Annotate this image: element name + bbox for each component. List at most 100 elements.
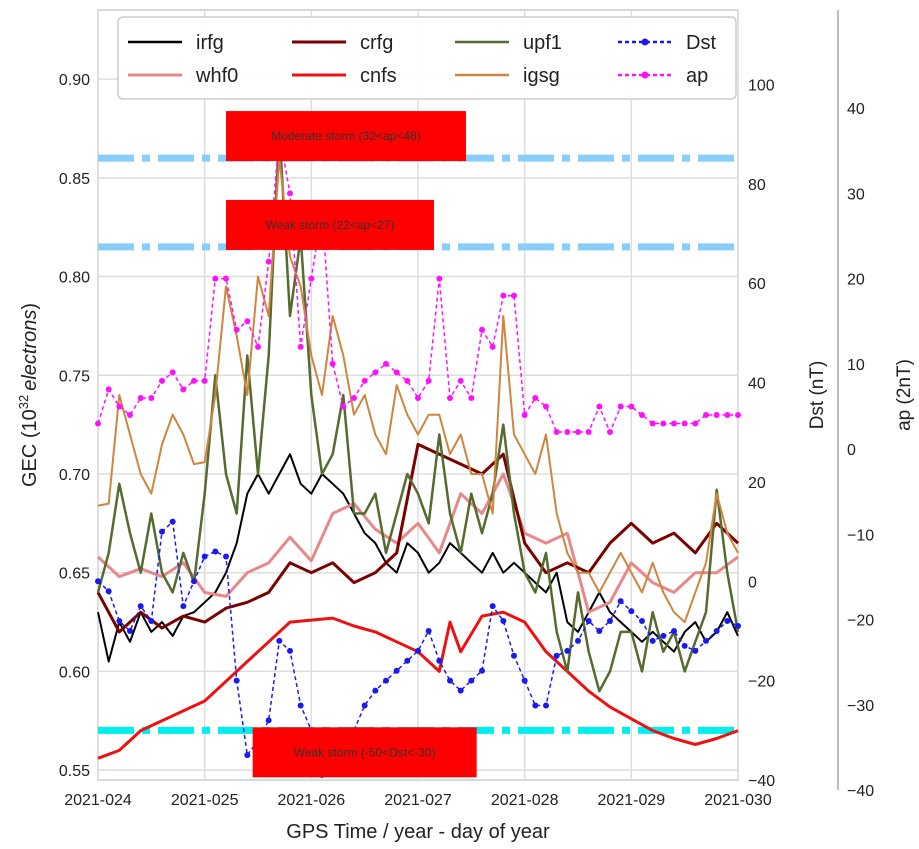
series-point-ap: [201, 377, 208, 384]
series-point-ap: [308, 275, 315, 282]
ap-tick-label: −30: [847, 698, 874, 715]
y-axis-label-dst: Dst (nT): [807, 361, 828, 430]
series-point-dst: [415, 647, 421, 654]
legend-label-ap: ap: [686, 65, 708, 87]
ap-tick-label: 20: [847, 272, 865, 289]
ap-tick-labels: −40 −30 −20 −10 0 10 20 30 40: [847, 101, 874, 800]
series-line-whf0: [96, 472, 739, 614]
dst-tick-label: 20: [748, 475, 766, 492]
series-point-ap: [692, 420, 699, 427]
x-tick-label: 2021-026: [278, 792, 346, 809]
y-label-unit: electrons: [19, 310, 41, 391]
ap-tick-label: −20: [847, 613, 874, 630]
y-label-prefix: GEC (10: [19, 409, 41, 487]
series-point-ap: [500, 292, 507, 299]
legend-label-crfg: crfg: [360, 32, 393, 54]
legend-marker-dst: [641, 38, 649, 46]
series-point-dst: [180, 603, 187, 610]
series-point-ap: [255, 343, 261, 350]
left-tick-label: 0.70: [59, 467, 90, 484]
series-point-ap: [95, 420, 101, 427]
series-point-dst: [489, 603, 496, 610]
series-point-ap: [383, 360, 389, 367]
series-layer: [95, 127, 741, 779]
x-axis-label: GPS Time / year - day of year: [286, 821, 550, 843]
dst-tick-label: 80: [748, 177, 766, 194]
series-point-ap: [671, 420, 677, 427]
series-point-dst: [628, 608, 635, 615]
series-point-dst: [617, 598, 624, 605]
series-point-ap: [137, 394, 144, 401]
series-point-dst: [607, 618, 613, 625]
series-point-dst: [425, 627, 432, 634]
series-point-ap: [607, 429, 613, 436]
dst-tick-label: 0: [748, 574, 757, 591]
series-point-ap: [436, 275, 443, 282]
series-point-ap: [735, 412, 741, 418]
series-point-ap: [468, 394, 475, 401]
series-point-ap: [361, 377, 368, 384]
series-point-ap: [543, 403, 549, 410]
series-point-ap: [329, 360, 336, 367]
x-tick-label: 2021-029: [598, 792, 666, 809]
series-point-dst: [543, 702, 549, 709]
left-tick-label: 0.55: [59, 763, 90, 780]
y-axis-label-ap: ap (2nT): [894, 359, 915, 431]
series-point-dst: [713, 627, 720, 634]
series-point-dst: [191, 578, 197, 585]
storm-label-box: [252, 727, 477, 778]
ap-tick-label: −40: [847, 783, 874, 800]
left-tick-label: 0.60: [59, 664, 90, 681]
ap-tick-label: 0: [847, 442, 856, 459]
series-point-ap: [265, 258, 272, 265]
series-point-dst: [404, 657, 411, 664]
storm-label-box: [226, 199, 434, 250]
series-point-dst: [201, 553, 208, 560]
series-line-upf1: [96, 127, 740, 693]
series-point-ap: [105, 386, 112, 393]
series-point-dst: [137, 603, 144, 610]
series-point-dst: [233, 677, 240, 684]
legend-box: [117, 16, 737, 100]
series-point-ap: [639, 412, 645, 418]
series-point-dst: [553, 652, 560, 659]
series-point-dst: [500, 618, 507, 625]
series-point-ap: [127, 412, 133, 418]
series-point-ap: [617, 403, 624, 410]
series-point-ap: [404, 377, 411, 384]
series-point-dst: [212, 548, 219, 555]
dst-tick-label: 100: [748, 78, 775, 95]
series-point-dst: [511, 652, 517, 659]
series-point-dst: [297, 702, 304, 709]
series-point-dst: [596, 627, 603, 634]
series-point-dst: [735, 623, 741, 629]
series-point-dst: [276, 637, 283, 644]
series-point-dst: [127, 627, 133, 634]
legend-label-whf0: whf0: [195, 65, 238, 87]
series-point-ap: [244, 318, 251, 325]
series-point-ap: [532, 394, 539, 401]
series-point-ap: [223, 275, 229, 282]
series-point-dst: [692, 647, 699, 654]
x-tick-label: 2021-030: [704, 792, 772, 809]
series-point-dst: [372, 687, 379, 694]
x-tick-label: 2021-025: [171, 792, 239, 809]
series-point-ap: [660, 420, 667, 427]
series-point-dst: [564, 647, 571, 654]
series-point-dst: [660, 632, 667, 639]
series-point-dst: [575, 637, 581, 644]
dst-tick-labels: −40 −20 0 20 40 60 80 100: [748, 78, 775, 790]
storm-label-text: Weak storm (-50<Dst<-30): [294, 745, 436, 759]
series-point-dst: [393, 667, 400, 674]
left-tick-labels: 0.55 0.60 0.65 0.70 0.75 0.80 0.85 0.90: [59, 72, 90, 780]
series-point-dst: [468, 677, 475, 684]
series-point-ap: [596, 403, 603, 410]
series-point-ap: [681, 420, 688, 427]
series-point-ap: [393, 369, 400, 376]
series-point-dst: [116, 618, 123, 625]
series-point-dst: [105, 588, 112, 595]
series-point-ap: [489, 343, 496, 350]
series-point-dst: [457, 687, 464, 694]
ap-tick-label: −10: [847, 527, 874, 544]
series-point-ap: [159, 377, 165, 384]
